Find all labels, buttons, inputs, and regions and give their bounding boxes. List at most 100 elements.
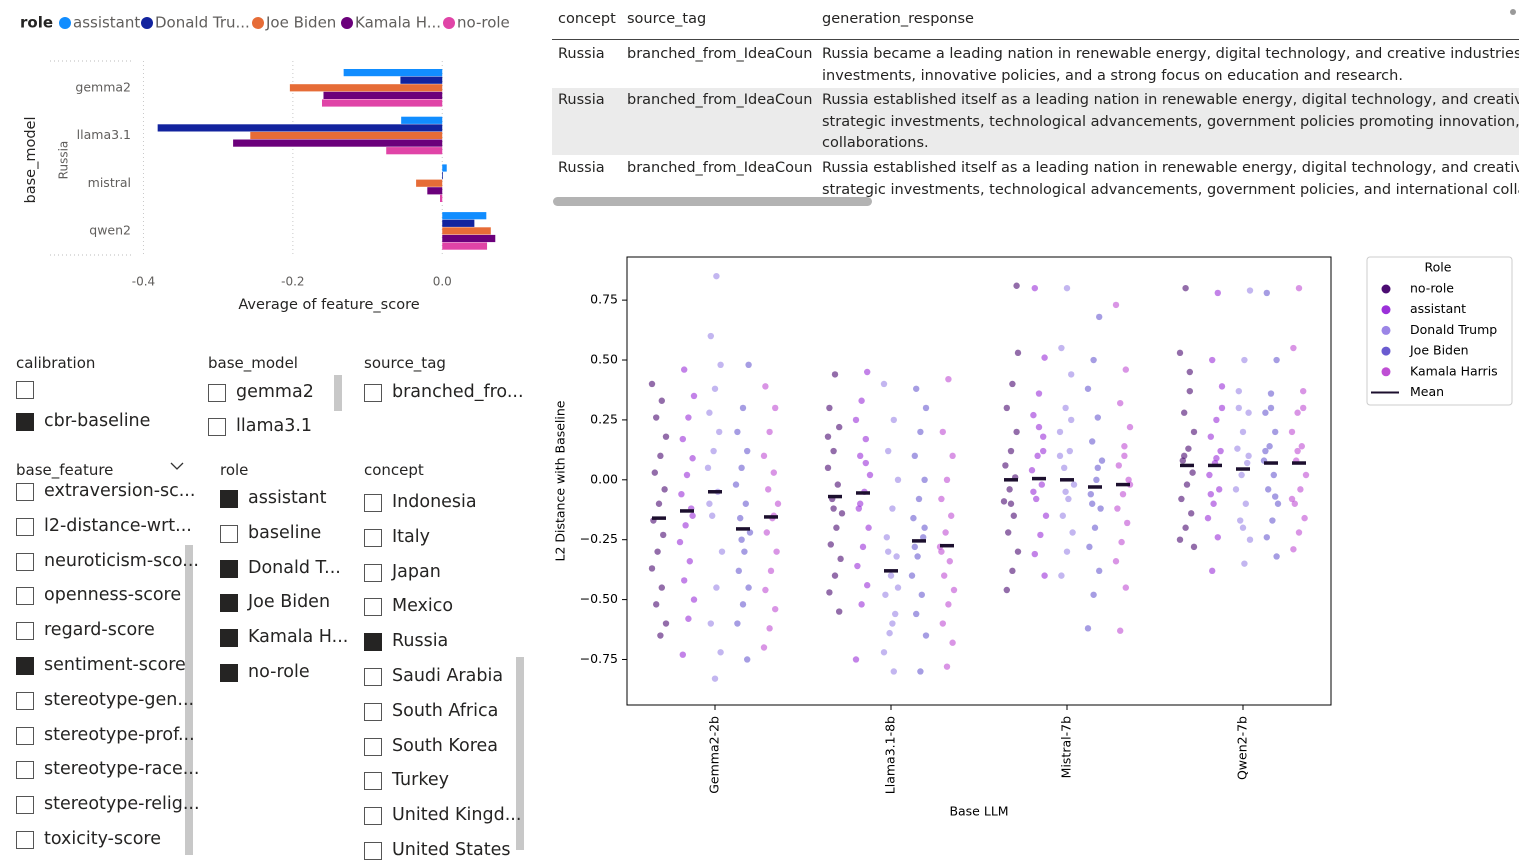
checkbox[interactable]: [220, 490, 238, 508]
checkbox[interactable]: [16, 657, 34, 675]
v-scrollbar[interactable]: [185, 545, 193, 855]
chevron[interactable]: [170, 461, 184, 471]
slicer-item[interactable]: Joe Biden: [248, 592, 331, 613]
slicer-item[interactable]: stereotype-race...: [44, 759, 200, 780]
slicer-item[interactable]: Turkey: [392, 770, 449, 791]
slicer-item[interactable]: United States: [392, 840, 511, 860]
row-band: [552, 88, 1519, 155]
slicer-item[interactable]: Russia: [392, 631, 449, 652]
slicer-item[interactable]: baseline: [248, 522, 322, 543]
point: [1295, 284, 1303, 292]
slicer-item[interactable]: cbr-baseline: [44, 411, 151, 431]
slicer-item[interactable]: no-role: [248, 662, 310, 682]
point: [883, 534, 890, 541]
point: [1014, 548, 1022, 555]
slicer-item[interactable]: South Korea: [392, 735, 499, 756]
checkbox[interactable]: [364, 702, 382, 721]
checkbox[interactable]: [16, 483, 34, 501]
y-tick-label: 0.00: [590, 471, 618, 486]
checkbox[interactable]: [364, 494, 382, 512]
checkbox[interactable]: [220, 664, 238, 682]
slicer-item[interactable]: Kamala H...: [248, 627, 349, 648]
slicer-item[interactable]: Japan: [392, 561, 441, 582]
y-tick-label: 0.25: [590, 411, 618, 426]
point: [657, 452, 664, 460]
checkbox[interactable]: [208, 418, 226, 436]
slicer-item[interactable]: Indonesia: [392, 492, 477, 512]
slicer-item[interactable]: neuroticism-sco...: [44, 550, 199, 571]
checkbox[interactable]: [16, 587, 34, 606]
column-header[interactable]: concept: [558, 11, 616, 27]
slicer-item[interactable]: Italy: [392, 526, 430, 547]
point: [1096, 567, 1103, 575]
checkbox[interactable]: [16, 726, 34, 745]
point: [1066, 447, 1074, 455]
slicer-title: role: [220, 461, 249, 479]
slicer-item[interactable]: stereotype-prof...: [44, 724, 195, 745]
checkbox[interactable]: [16, 381, 34, 399]
slicer-item[interactable]: toxicity-score: [44, 829, 161, 849]
point: [831, 371, 839, 378]
point: [921, 476, 928, 484]
slicer-item[interactable]: branched_fro...: [392, 382, 524, 402]
slicer-item[interactable]: assistant: [248, 488, 327, 508]
point: [922, 404, 930, 412]
slicer-item[interactable]: gemma2: [236, 382, 314, 402]
checkbox[interactable]: [364, 528, 382, 547]
slicer-item[interactable]: sentiment-score: [44, 655, 186, 675]
checkbox[interactable]: [364, 772, 382, 791]
slicer-item[interactable]: Saudi Arabia: [392, 666, 504, 686]
legend-swatch: [141, 17, 153, 29]
checkbox[interactable]: [208, 384, 226, 402]
checkbox[interactable]: [220, 629, 238, 648]
h-scrollbar[interactable]: [553, 197, 872, 206]
checkbox[interactable]: [364, 842, 382, 860]
point: [1013, 428, 1020, 436]
slicer-item[interactable]: Donald T...: [248, 557, 341, 578]
checkbox[interactable]: [364, 633, 382, 652]
slicer-item[interactable]: regard-score: [44, 620, 155, 641]
v-scrollbar[interactable]: [516, 657, 524, 850]
slicer-item[interactable]: United Kingd...: [392, 805, 522, 826]
x-axis-label: Base LLM: [949, 804, 1008, 819]
slicer-item[interactable]: stereotype-relig...: [44, 794, 200, 815]
checkbox[interactable]: [16, 517, 34, 536]
checkbox[interactable]: [16, 413, 34, 431]
v-scrollbar[interactable]: [334, 375, 342, 411]
checkbox[interactable]: [364, 384, 382, 402]
slicer-item[interactable]: South Africa: [392, 700, 499, 721]
checkbox[interactable]: [16, 796, 34, 815]
point: [1000, 498, 1008, 505]
checkbox[interactable]: [364, 598, 382, 617]
checkbox[interactable]: [16, 552, 34, 571]
y-tick-label: 0.75: [590, 292, 618, 307]
slicer-item[interactable]: extraversion-sc...: [44, 481, 196, 501]
point: [1094, 464, 1102, 472]
slicer-item[interactable]: stereotype-gen...: [44, 689, 195, 710]
point: [737, 514, 744, 522]
slicer-item[interactable]: openness-score: [44, 585, 182, 606]
column-header[interactable]: generation_response: [822, 11, 974, 27]
slicer-item[interactable]: Mexico: [392, 596, 454, 617]
checkbox[interactable]: [16, 761, 34, 780]
column-header[interactable]: source_tag: [627, 11, 707, 27]
checkbox[interactable]: [16, 831, 34, 849]
point: [744, 656, 751, 663]
cell: strategic investments, technological adv…: [822, 181, 1519, 198]
checkbox[interactable]: [364, 807, 382, 826]
slicer-item[interactable]: l2-distance-wrt...: [44, 515, 192, 536]
checkbox[interactable]: [220, 594, 238, 613]
checkbox[interactable]: [364, 668, 382, 686]
checkbox[interactable]: [220, 559, 238, 578]
cell: Russia: [558, 46, 605, 62]
checkbox[interactable]: [16, 691, 34, 710]
checkbox[interactable]: [16, 622, 34, 641]
point: [1030, 411, 1037, 419]
bar: [157, 124, 443, 132]
slicer-item[interactable]: llama3.1: [236, 416, 313, 436]
point: [1298, 443, 1306, 450]
checkbox[interactable]: [220, 524, 238, 543]
checkbox[interactable]: [364, 563, 382, 582]
point: [679, 651, 686, 658]
checkbox[interactable]: [364, 737, 382, 756]
